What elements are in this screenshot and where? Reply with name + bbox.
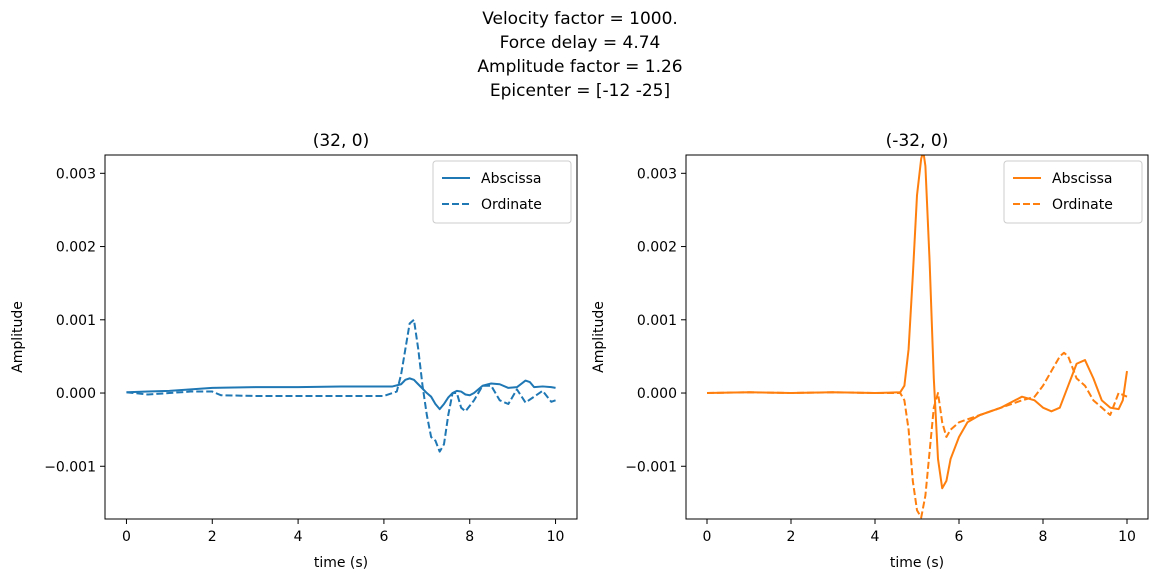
axes-title: (32, 0)	[313, 131, 370, 151]
suptitle-line-0: Velocity factor = 1000.	[482, 9, 678, 29]
axes-frame	[104, 154, 578, 520]
x-tick-label: 10	[1118, 529, 1136, 545]
x-axis-label: time (s)	[314, 555, 368, 571]
axes-title: (-32, 0)	[886, 131, 949, 151]
x-tick-label: 2	[787, 529, 796, 545]
y-tick-label: 0.002	[56, 240, 96, 256]
y-tick-label: 0.000	[56, 386, 96, 402]
x-tick-label: 0	[703, 529, 712, 545]
series-group	[706, 155, 1128, 519]
series-line-abscissa	[126, 377, 556, 411]
y-tick-label: 0.001	[56, 313, 96, 329]
x-tick-label: 10	[547, 529, 565, 545]
y-tick-label: 0.002	[637, 240, 677, 256]
x-tick-label: 8	[465, 529, 474, 545]
subplot-left: (32, 0) 0 2 4 6 8 10 −0.001 0.000 0.001 0.002 0.003…	[10, 131, 578, 571]
y-tick-label: 0.003	[56, 166, 96, 182]
legend: Abscissa Ordinate	[1003, 160, 1143, 224]
legend-frame	[432, 160, 572, 224]
legend-label-ordinate: Ordinate	[1052, 197, 1113, 213]
series-line-ordinate	[126, 318, 556, 453]
x-tick-label: 0	[122, 529, 131, 545]
y-tick-label: 0.001	[637, 313, 677, 329]
figure-suptitle: Velocity factor = 1000. Force delay = 4.…	[477, 9, 682, 101]
axes-frame	[685, 154, 1149, 520]
legend: Abscissa Ordinate	[432, 160, 572, 224]
x-tick-label: 4	[294, 529, 303, 545]
series-group	[126, 318, 556, 453]
legend-frame	[1003, 160, 1143, 224]
series-line-abscissa	[706, 155, 1128, 490]
x-tick-label: 6	[379, 529, 388, 545]
x-tick-label: 2	[208, 529, 217, 545]
y-tick-label: 0.000	[637, 386, 677, 402]
legend-label-abscissa: Abscissa	[1052, 171, 1113, 187]
x-tick-label: 6	[955, 529, 964, 545]
y-axis-label: Amplitude	[591, 301, 607, 373]
y-tick-label: −0.001	[625, 459, 677, 475]
y-tick-label: −0.001	[44, 459, 96, 475]
subplot-right: (-32, 0) 0 2 4 6 8 10 −0.001 0.000 0.001 0.002 0.00…	[591, 131, 1149, 571]
suptitle-line-1: Force delay = 4.74	[500, 33, 661, 53]
legend-label-ordinate: Ordinate	[481, 197, 542, 213]
series-line-ordinate	[706, 351, 1128, 519]
x-axis-label: time (s)	[890, 555, 944, 571]
suptitle-line-2: Amplitude factor = 1.26	[477, 57, 682, 77]
x-tick-label: 8	[1039, 529, 1048, 545]
legend-label-abscissa: Abscissa	[481, 171, 542, 187]
y-axis-label: Amplitude	[10, 301, 26, 373]
y-tick-label: 0.003	[637, 166, 677, 182]
suptitle-line-3: Epicenter = [-12 -25]	[490, 81, 670, 101]
x-tick-label: 4	[871, 529, 880, 545]
